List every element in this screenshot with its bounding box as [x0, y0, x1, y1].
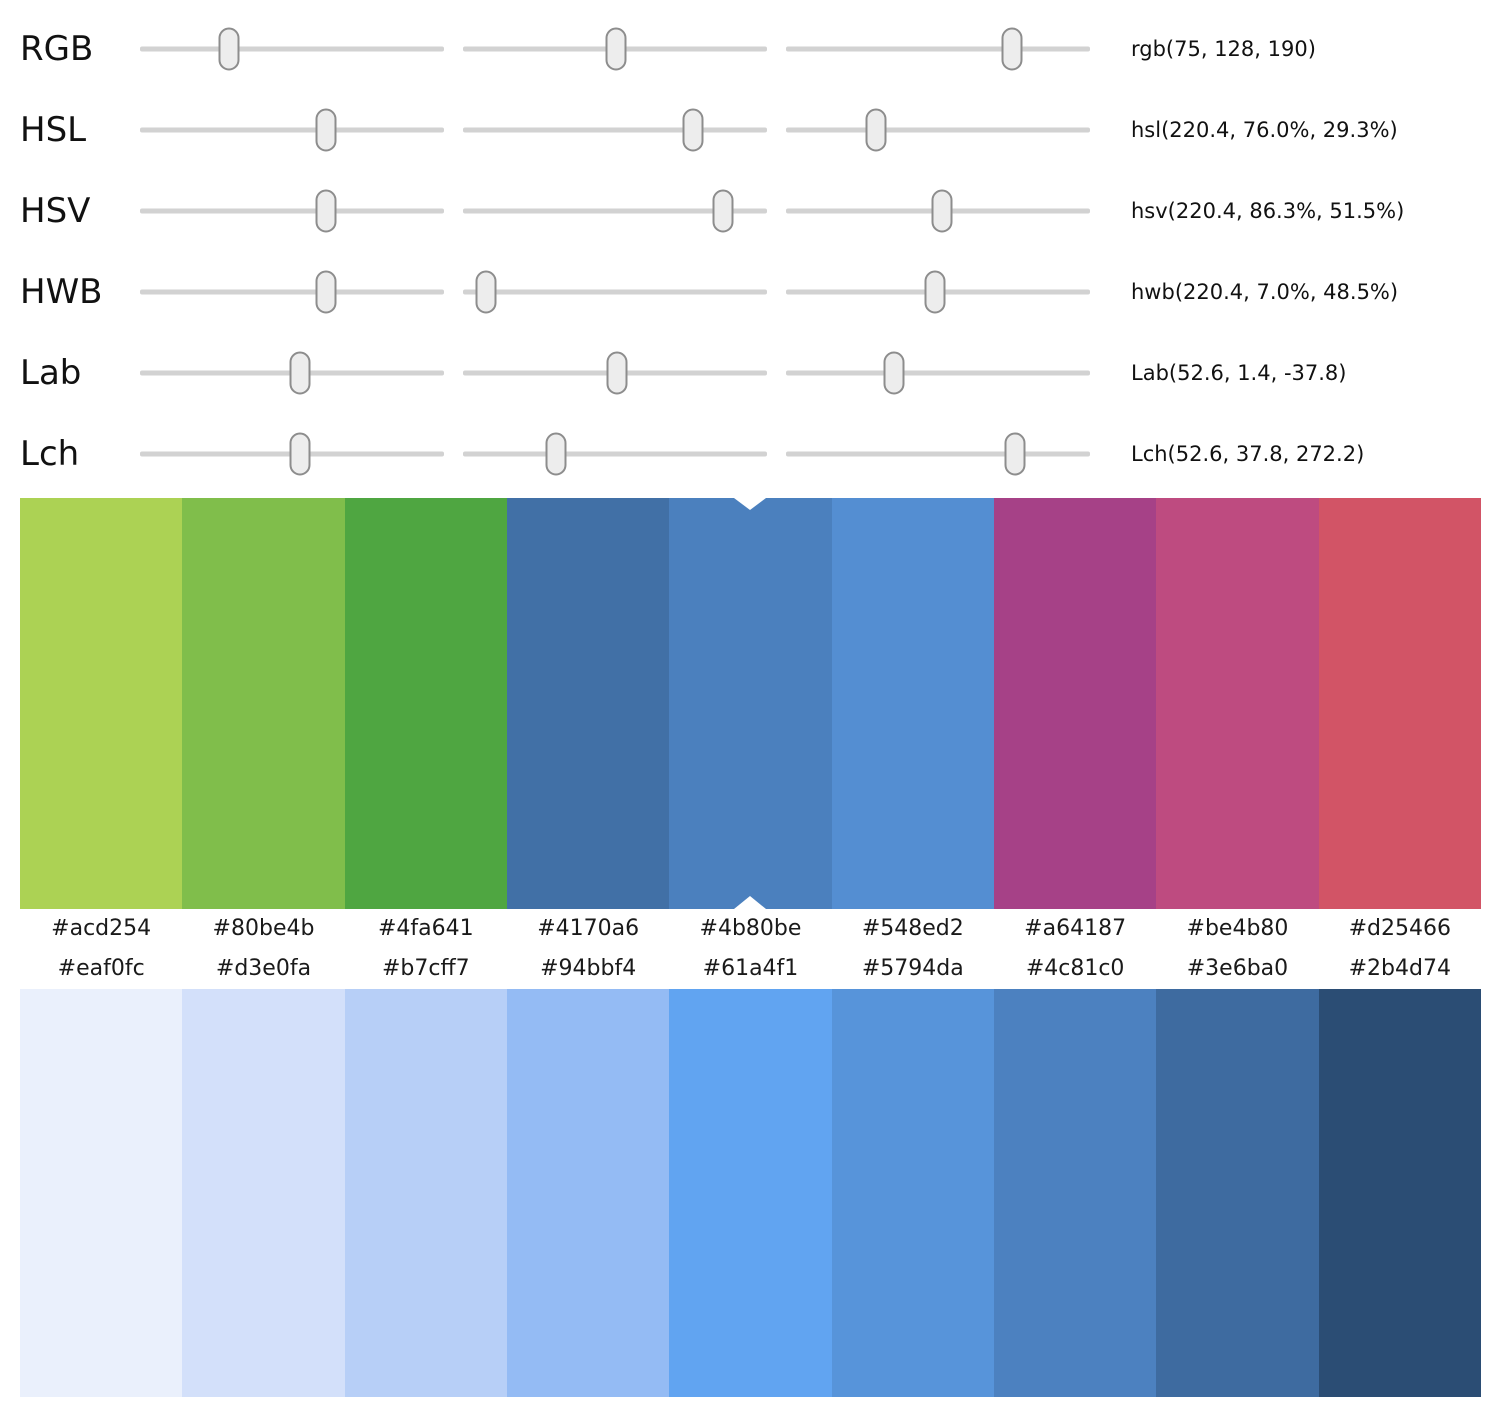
lightness-hex-label-6: #4c81c0 — [1025, 956, 1125, 981]
rgb-slider-1-track[interactable] — [140, 46, 444, 51]
hsv-slider-1-track[interactable] — [140, 208, 444, 213]
hue-hex-label-4: #4b80be — [699, 916, 802, 941]
lightness-swatch-6[interactable] — [993, 989, 1157, 1397]
hue-swatch-4[interactable] — [669, 498, 832, 909]
lightness-swatch-4[interactable] — [669, 989, 832, 1397]
hue-swatch-5[interactable] — [831, 498, 994, 909]
lch-label: Lch — [20, 433, 80, 474]
hsl-label: HSL — [20, 109, 87, 150]
hwb-value-readout: hwb(220.4, 7.0%, 48.5%) — [1131, 279, 1399, 304]
lightness-hex-label-7: #3e6ba0 — [1186, 956, 1289, 981]
hsl-slider-1-track[interactable] — [140, 127, 444, 132]
lab-slider-3-thumb[interactable] — [883, 351, 905, 394]
hue-scale-hex-row: #acd254 #80be4b #4fa641 #4170a6 #4b80be #548e… — [20, 909, 1481, 948]
hue-hex-label-8: #d25466 — [1348, 916, 1451, 941]
lightness-swatch-7[interactable] — [1156, 989, 1319, 1397]
lightness-hex-label-4: #61a4f1 — [702, 956, 799, 981]
rgb-slider-3-thumb[interactable] — [1001, 27, 1023, 70]
hsv-slider-1-thumb[interactable] — [315, 189, 337, 232]
hsv-value-readout: hsv(220.4, 86.3%, 51.5%) — [1131, 198, 1405, 223]
hue-swatch-1[interactable] — [182, 498, 345, 909]
lch-slider-3-thumb[interactable] — [1004, 432, 1026, 475]
hue-hex-label-2: #4fa641 — [377, 916, 474, 941]
hwb-slider-1-track[interactable] — [140, 289, 444, 294]
lch-slider-2-track[interactable] — [463, 451, 767, 456]
lightness-swatch-3[interactable] — [506, 989, 670, 1397]
lightness-scale-hex-row: #eaf0fc #d3e0fa #b7cff7 #94bbf4 #61a4f1 #5794… — [20, 948, 1481, 989]
hsl-slider-3-track[interactable] — [786, 127, 1090, 132]
lightness-swatch-2[interactable] — [344, 989, 507, 1397]
hue-swatch-8[interactable] — [1318, 498, 1481, 909]
slider-row-hsv: HSV hsv(220.4, 86.3%, 51.5%) — [0, 170, 1501, 251]
hsl-slider-2-thumb[interactable] — [682, 108, 704, 151]
rgb-label: RGB — [20, 28, 94, 69]
hwb-slider-2-track[interactable] — [463, 289, 767, 294]
lightness-swatch-5[interactable] — [831, 989, 994, 1397]
lab-slider-2-thumb[interactable] — [606, 351, 628, 394]
lab-slider-3-track[interactable] — [786, 370, 1090, 375]
hsv-label: HSV — [20, 190, 91, 231]
hue-swatch-0[interactable] — [20, 498, 183, 909]
rgb-slider-3-track[interactable] — [786, 46, 1090, 51]
slider-row-hwb: HWB hwb(220.4, 7.0%, 48.5%) — [0, 251, 1501, 332]
hsl-slider-3-thumb[interactable] — [865, 108, 887, 151]
palette-panel: #acd254 #80be4b #4fa641 #4170a6 #4b80be #548e… — [20, 498, 1481, 1397]
hwb-label: HWB — [20, 271, 103, 312]
lch-slider-1-thumb[interactable] — [289, 432, 311, 475]
hwb-slider-3-thumb[interactable] — [924, 270, 946, 313]
lch-slider-2-thumb[interactable] — [545, 432, 567, 475]
slider-panel: RGB rgb(75, 128, 190) HSL hsl(220.4, — [0, 0, 1501, 494]
slider-row-lch: Lch Lch(52.6, 37.8, 272.2) — [0, 413, 1501, 494]
lab-label: Lab — [20, 352, 82, 393]
selected-swatch-marker-bottom — [734, 896, 767, 909]
slider-row-rgb: RGB rgb(75, 128, 190) — [0, 8, 1501, 89]
hsv-slider-3-thumb[interactable] — [931, 189, 953, 232]
rgb-slider-1-thumb[interactable] — [218, 27, 240, 70]
lightness-hex-label-2: #b7cff7 — [381, 956, 470, 981]
lightness-swatch-1[interactable] — [182, 989, 345, 1397]
hsl-value-readout: hsl(220.4, 76.0%, 29.3%) — [1131, 117, 1398, 142]
lch-value-readout: Lch(52.6, 37.8, 272.2) — [1131, 441, 1365, 466]
hsl-slider-2-track[interactable] — [463, 127, 767, 132]
hsv-slider-2-thumb[interactable] — [712, 189, 734, 232]
hue-hex-label-7: #be4b80 — [1186, 916, 1289, 941]
hue-hex-label-6: #a64187 — [1024, 916, 1127, 941]
lightness-hex-label-3: #94bbf4 — [540, 956, 637, 981]
hwb-slider-1-thumb[interactable] — [315, 270, 337, 313]
lightness-swatch-8[interactable] — [1318, 989, 1481, 1397]
hue-hex-label-3: #4170a6 — [537, 916, 640, 941]
hue-swatch-3[interactable] — [506, 498, 670, 909]
hue-swatch-2[interactable] — [344, 498, 507, 909]
hue-swatch-7[interactable] — [1156, 498, 1319, 909]
hue-swatch-6[interactable] — [993, 498, 1157, 909]
lightness-hex-label-5: #5794da — [861, 956, 964, 981]
lightness-hex-label-8: #2b4d74 — [1348, 956, 1451, 981]
hue-hex-label-1: #80be4b — [212, 916, 315, 941]
lightness-swatch-0[interactable] — [20, 989, 183, 1397]
hue-hex-label-0: #acd254 — [51, 916, 152, 941]
selected-swatch-marker-top — [734, 498, 767, 510]
rgb-slider-2-thumb[interactable] — [605, 27, 627, 70]
lab-slider-1-thumb[interactable] — [289, 351, 311, 394]
hue-hex-label-5: #548ed2 — [861, 916, 964, 941]
hsv-slider-2-track[interactable] — [463, 208, 767, 213]
hsl-slider-1-thumb[interactable] — [315, 108, 337, 151]
lch-slider-3-track[interactable] — [786, 451, 1090, 456]
lightness-scale-strip — [20, 989, 1481, 1397]
slider-row-lab: Lab Lab(52.6, 1.4, -37.8) — [0, 332, 1501, 413]
slider-row-hsl: HSL hsl(220.4, 76.0%, 29.3%) — [0, 89, 1501, 170]
hwb-slider-2-thumb[interactable] — [475, 270, 497, 313]
rgb-value-readout: rgb(75, 128, 190) — [1131, 36, 1316, 61]
hue-scale-strip — [20, 498, 1481, 909]
lightness-hex-label-0: #eaf0fc — [57, 956, 145, 981]
lab-value-readout: Lab(52.6, 1.4, -37.8) — [1131, 360, 1347, 385]
lightness-hex-label-1: #d3e0fa — [215, 956, 312, 981]
